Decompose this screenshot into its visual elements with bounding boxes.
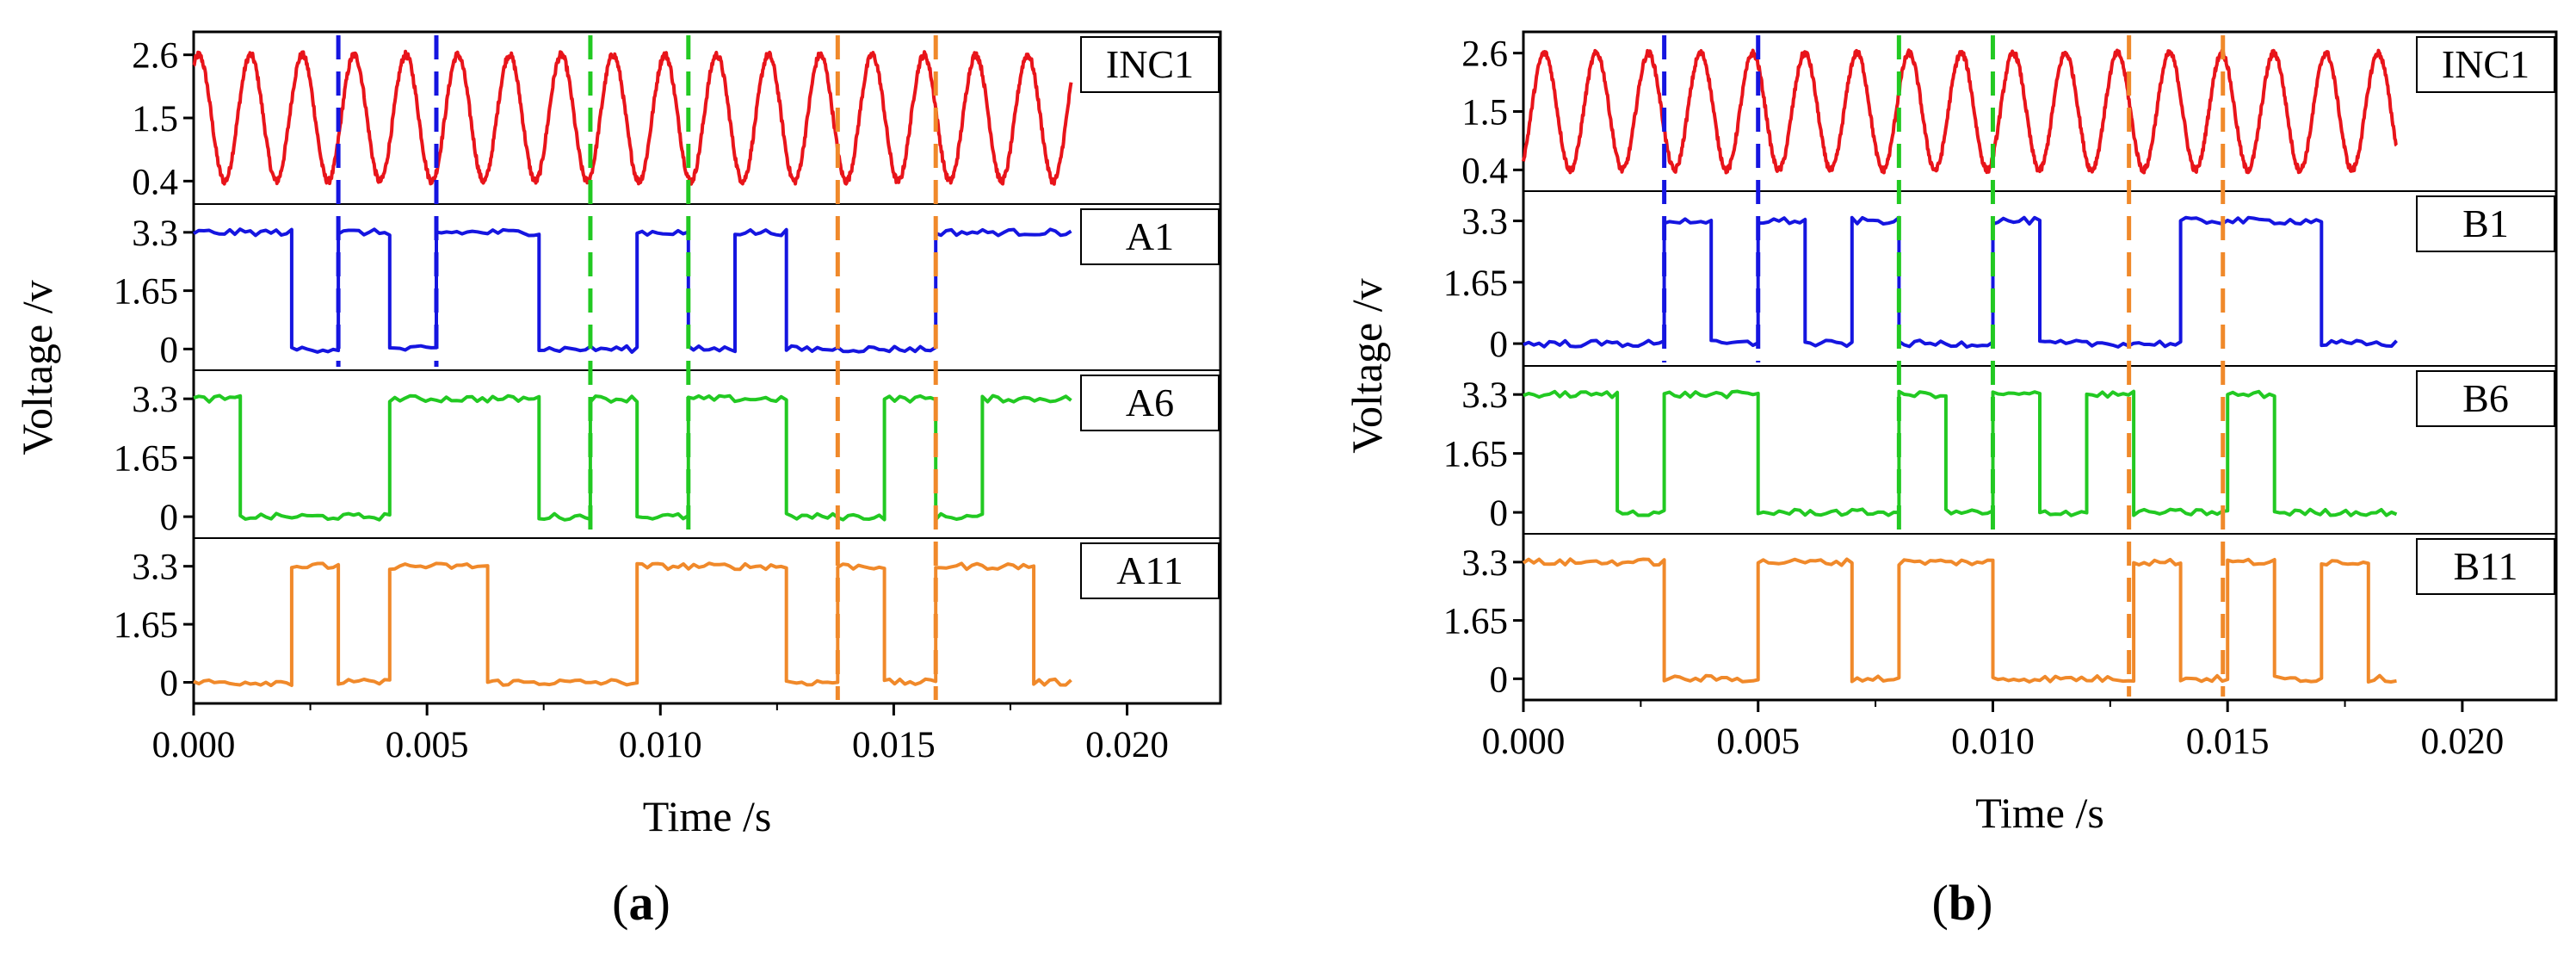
y-tick-label-b-INC1-0: 0.4: [1461, 151, 1508, 191]
legend-label-b-B11: B11: [2454, 544, 2518, 588]
panel-a: 0.000 0.005 0.010 0.015 0.020 Time /s Voltage …: [13, 30, 1222, 840]
signal-a-A11: [193, 561, 1072, 688]
x-tick-label-a-1: 0.005: [386, 725, 469, 765]
y-tick-label-b-B1-2: 3.3: [1461, 202, 1508, 243]
x-tick-label-a-2: 0.010: [619, 725, 702, 765]
legend-label-a-A1: A1: [1126, 214, 1174, 258]
y-tick-label-a-A11-1: 1.65: [114, 605, 178, 646]
y-tick-label-b-B6-2: 3.3: [1461, 375, 1508, 416]
panel-b: 0.000 0.005 0.010 0.015 0.020 Time /s Voltage …: [1343, 30, 2558, 837]
legend-box-b-B1: [2416, 195, 2555, 252]
y-tick-label-a-A6-2: 3.3: [132, 380, 178, 420]
y-tick-label-b-B11-2: 3.3: [1461, 543, 1508, 584]
y-tick-label-b-B6-1: 1.65: [1443, 435, 1508, 475]
x-tick-label-a-3: 0.015: [852, 725, 936, 765]
legend-box-a-A6: [1080, 375, 1220, 431]
legend-box-a-A1: [1080, 208, 1220, 265]
x-axis-title-a: Time /s: [643, 792, 772, 840]
y-axis-title-b: Voltage /v: [1343, 278, 1391, 453]
y-tick-label-b-B11-0: 0: [1490, 660, 1509, 700]
y-tick-label-a-A1-1: 1.65: [114, 272, 178, 313]
y-tick-label-b-B1-0: 0: [1490, 325, 1509, 365]
signal-b-INC1: [1522, 48, 2399, 175]
legend-box-b-B6: [2416, 370, 2555, 427]
panel-a-caption: (a): [612, 875, 670, 931]
y-tick-label-a-A11-2: 3.3: [132, 548, 178, 588]
x-tick-label-b-0: 0.000: [1482, 722, 1566, 762]
x-tick-label-b-4: 0.020: [2421, 722, 2505, 762]
signal-a-A6: [193, 393, 1072, 522]
y-tick-label-a-A1-0: 0: [160, 330, 179, 370]
legend-box-a-INC1: [1080, 36, 1220, 93]
y-axis-title-a: Voltage /v: [13, 280, 61, 455]
x-tick-label-b-1: 0.005: [1716, 722, 1800, 762]
x-axis-title-b: Time /s: [1975, 789, 2104, 837]
panel-b-caption: (b): [1932, 875, 1993, 931]
legend-label-b-B1: B1: [2462, 201, 2509, 245]
x-tick-label-a-0: 0.000: [152, 725, 236, 765]
y-tick-label-b-INC1-1: 1.5: [1461, 93, 1508, 133]
x-tick-label-b-2: 0.010: [1951, 722, 2035, 762]
legend-box-b-B11: [2416, 538, 2555, 595]
y-tick-label-a-INC1-0: 0.4: [132, 162, 178, 202]
y-tick-label-a-A11-0: 0: [160, 663, 179, 703]
x-tick-label-b-3: 0.015: [2186, 722, 2270, 762]
signal-b-B1: [1523, 215, 2398, 349]
legend-label-a-A6: A6: [1126, 381, 1174, 424]
panel-a-caption-letter: a: [629, 875, 654, 931]
y-tick-label-b-B1-1: 1.65: [1443, 263, 1508, 304]
y-tick-label-a-INC1-1: 1.5: [132, 99, 178, 139]
y-tick-label-a-INC1-2: 2.6: [132, 36, 178, 77]
y-tick-label-b-B6-0: 0: [1490, 493, 1509, 534]
y-tick-label-a-A6-1: 1.65: [114, 439, 178, 480]
legend-label-a-A11: A11: [1116, 548, 1183, 592]
signal-b-B6: [1523, 389, 2398, 517]
signal-b-B11: [1522, 557, 2397, 684]
panel-b-caption-letter: b: [1949, 875, 1976, 931]
legend-box-a-A11: [1080, 542, 1220, 599]
y-tick-label-a-A6-0: 0: [160, 498, 179, 538]
plot-frame-a: [192, 30, 1222, 705]
legend-label-b-INC1: INC1: [2442, 42, 2530, 86]
y-tick-label-b-INC1-2: 2.6: [1461, 34, 1508, 75]
x-tick-label-a-4: 0.020: [1085, 725, 1169, 765]
legend-label-a-INC1: INC1: [1106, 42, 1194, 86]
legend-label-b-B6: B6: [2462, 376, 2509, 420]
y-tick-label-a-A1-2: 3.3: [132, 214, 178, 254]
y-tick-label-b-B11-1: 1.65: [1443, 602, 1508, 642]
legend-box-b-INC1: [2416, 36, 2555, 93]
